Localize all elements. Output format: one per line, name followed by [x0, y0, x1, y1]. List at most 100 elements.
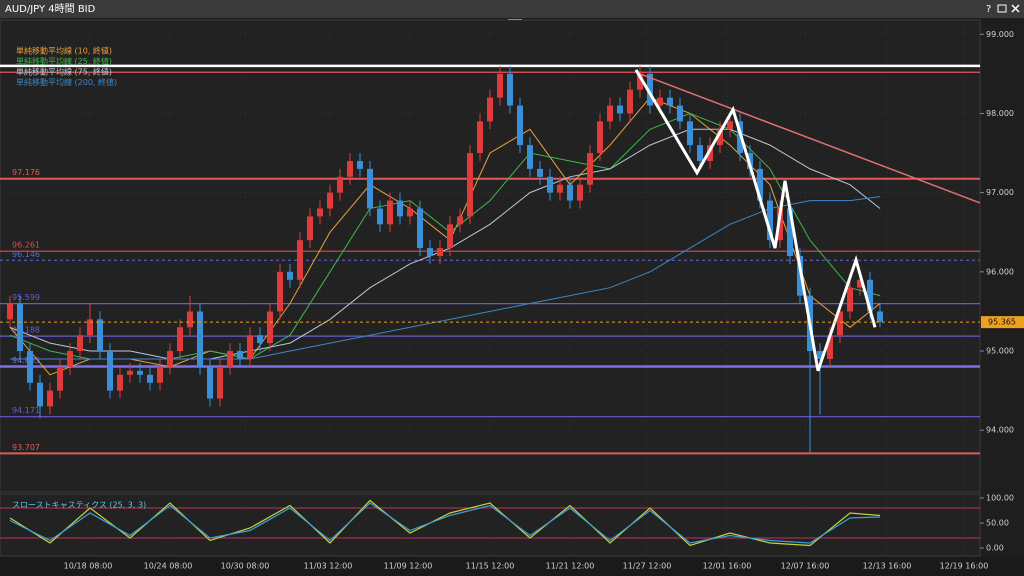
x-tick-label: 11/27 12:00: [623, 562, 672, 571]
y-tick-label: 100.00: [986, 494, 1014, 503]
candle-body: [787, 208, 793, 256]
candle-body: [137, 370, 143, 375]
candle-body: [567, 184, 573, 201]
level-label: 95.599: [12, 293, 40, 302]
candle-body: [437, 248, 443, 256]
level-label: 96.261: [12, 241, 40, 250]
candle-body: [617, 105, 623, 114]
candle-body: [697, 145, 703, 161]
legend-entry: 単純移動平均線 (10, 終値): [16, 46, 112, 56]
candle-body: [537, 168, 543, 177]
candle-body: [677, 105, 683, 122]
candle-body: [187, 311, 193, 328]
candle-body: [247, 335, 253, 359]
candle-body: [47, 390, 53, 407]
candle-body: [587, 153, 593, 185]
candle-body: [107, 351, 113, 391]
x-tick-label: 11/15 12:00: [466, 562, 515, 571]
candle-body: [517, 105, 523, 146]
candle-body: [227, 351, 233, 367]
candle-body: [377, 208, 383, 225]
candle-body: [867, 279, 873, 312]
stochastic-line: [9, 502, 881, 544]
stochastic-line: [9, 499, 881, 547]
candle-body: [127, 370, 133, 375]
candle-body: [177, 327, 183, 352]
candle-body: [707, 145, 713, 161]
candle-body: [157, 366, 163, 383]
x-tick-label: 12/13 16:00: [863, 562, 912, 571]
candle-body: [277, 271, 283, 312]
candle-body: [757, 168, 763, 201]
level-label: 95.188: [12, 326, 40, 335]
help-button[interactable]: ?: [986, 4, 991, 15]
candle-body: [727, 121, 733, 130]
x-tick-label: 10/30 08:00: [221, 562, 270, 571]
y-tick-label: 99.000: [986, 30, 1014, 39]
stochastic-panel: [0, 493, 981, 557]
x-tick-label: 10/18 08:00: [64, 562, 113, 571]
candle-body: [507, 73, 513, 106]
moving-average: [10, 196, 881, 360]
indicator-title: スローストキャスティクス (25, 3, 3): [12, 501, 146, 510]
candle-body: [317, 208, 323, 217]
candle-body: [357, 160, 363, 169]
candle-body: [637, 73, 643, 90]
candle-body: [557, 184, 563, 193]
legend-entry: 単純移動平均線 (200, 終値): [16, 77, 117, 87]
y-tick-label: 50.00: [986, 519, 1009, 528]
candle-body: [387, 200, 393, 225]
candle-body: [687, 121, 693, 146]
candle-body: [397, 200, 403, 217]
x-tick-label: 12/07 16:00: [781, 562, 830, 571]
candle-body: [417, 208, 423, 249]
candle-body: [367, 168, 373, 209]
candle-body: [97, 319, 103, 352]
candle-body: [837, 311, 843, 336]
candle-body: [477, 121, 483, 154]
candle-body: [27, 351, 33, 383]
candle-body: [327, 192, 333, 209]
candle-body: [307, 216, 313, 241]
candle-body: [527, 145, 533, 169]
level-label: 94.805: [12, 356, 40, 365]
candle-body: [657, 97, 663, 106]
time-axis: [0, 557, 1024, 576]
legend-entry: 単純移動平均線 (75, 終値): [16, 67, 112, 77]
x-tick-label: 11/21 12:00: [546, 562, 595, 571]
level-label: 94.171: [12, 406, 40, 415]
candle-body: [287, 271, 293, 280]
y-tick-label: 95.000: [986, 347, 1014, 356]
level-label: 97.176: [12, 168, 40, 177]
candle-body: [877, 311, 883, 322]
candle-body: [497, 73, 503, 98]
x-tick-label: 11/09 12:00: [384, 562, 433, 571]
candle-body: [67, 351, 73, 367]
candle-body: [347, 160, 353, 177]
candle-body: [147, 374, 153, 383]
trendline: [635, 71, 981, 204]
candle-body: [447, 224, 453, 249]
level-label: 96.146: [12, 250, 40, 259]
candle-body: [817, 351, 823, 359]
y-tick-label: 0.00: [986, 544, 1004, 553]
candle-body: [337, 176, 343, 193]
candle-body: [857, 279, 863, 288]
zigzag-pattern: [634, 69, 877, 372]
close-button[interactable]: [1011, 4, 1020, 13]
level-label: 93.707: [12, 443, 40, 452]
y-tick-label: 94.000: [986, 426, 1014, 435]
candle-body: [467, 153, 473, 217]
candle-body: [487, 97, 493, 122]
candle-body: [717, 129, 723, 146]
candle-body: [627, 89, 633, 114]
title-bar: [0, 0, 1024, 18]
candle-body: [427, 248, 433, 256]
maximize-button[interactable]: [997, 4, 1007, 13]
x-tick-label: 12/01 16:00: [703, 562, 752, 571]
candle-body: [87, 319, 93, 336]
candle-body: [647, 73, 653, 106]
candle-body: [197, 311, 203, 367]
candle-body: [297, 240, 303, 280]
